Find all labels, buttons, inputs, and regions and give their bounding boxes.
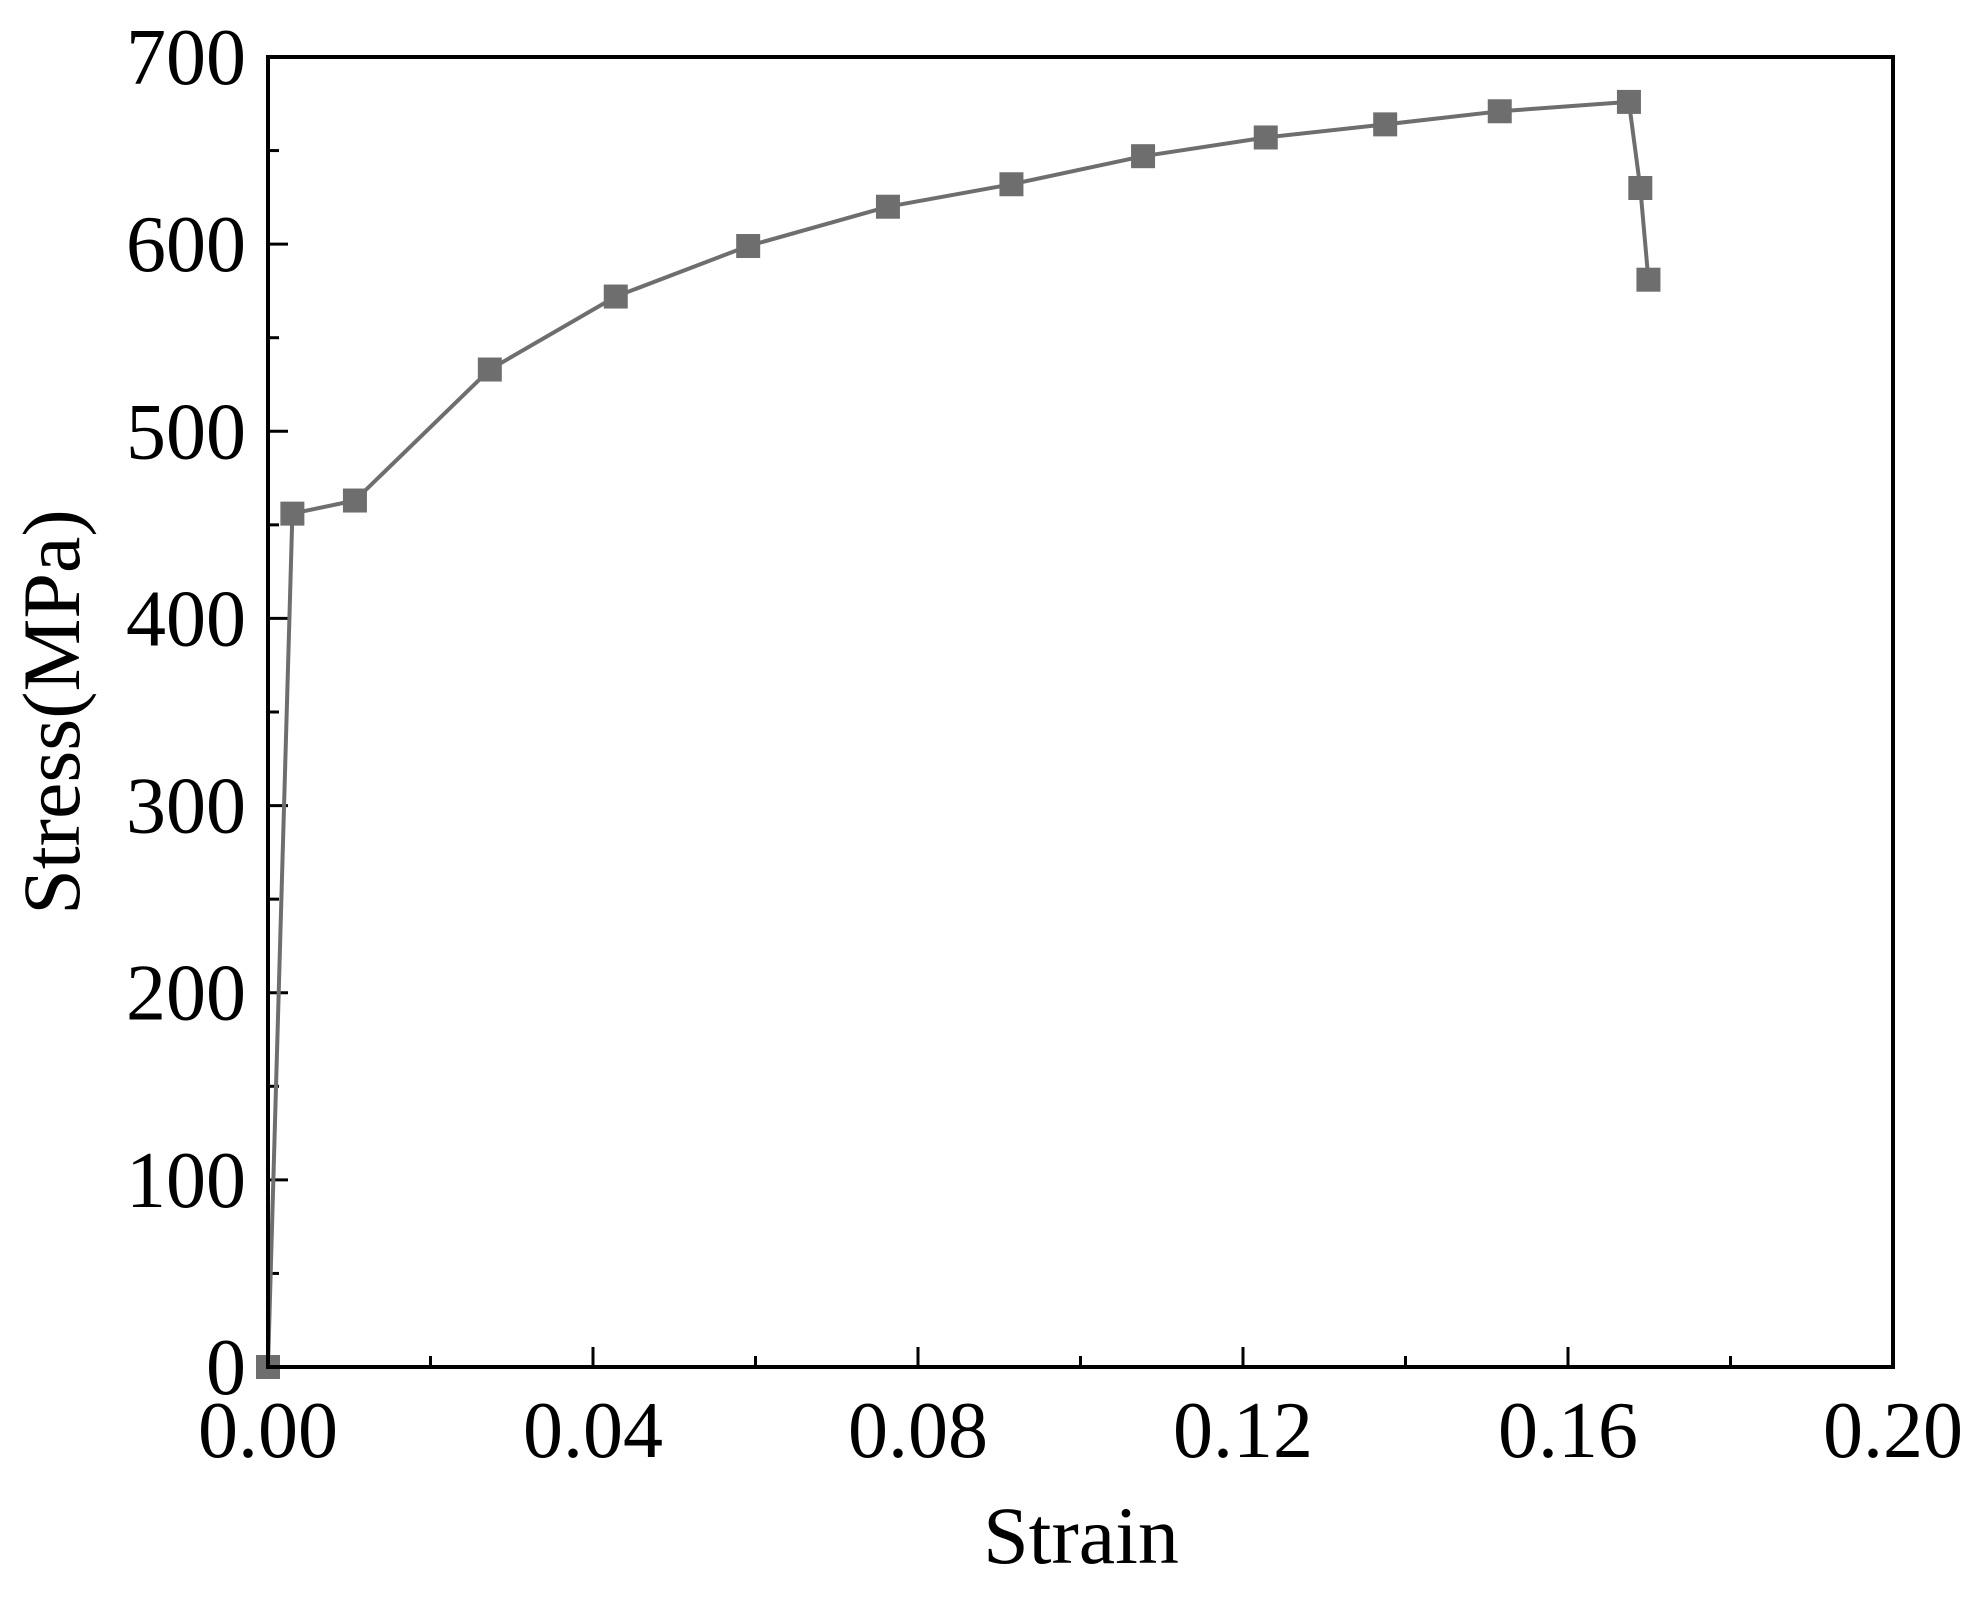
data-point-marker <box>342 488 367 513</box>
y-axis-label: Stress(MPa) <box>6 509 97 914</box>
x-tick-label: 0.08 <box>848 1387 988 1475</box>
axis-tick-labels: 0.00 0.04 0.08 0.12 0.16 0.20 0 100 200 300 400 500… <box>126 14 1963 1475</box>
x-tick-label: 0.12 <box>1173 1387 1313 1475</box>
x-tick-label: 0.00 <box>198 1387 338 1475</box>
data-point-marker <box>999 172 1024 197</box>
data-series <box>256 89 1661 1379</box>
data-point-marker <box>1628 176 1653 200</box>
data-point-marker <box>477 357 502 382</box>
y-tick-label: 0 <box>206 1324 246 1412</box>
series-line <box>266 99 1651 1368</box>
y-tick-label: 500 <box>126 388 246 476</box>
data-point-marker <box>1373 112 1398 137</box>
x-tick-label: 0.16 <box>1498 1387 1638 1475</box>
y-tick-label: 600 <box>126 201 246 289</box>
y-tick-label: 200 <box>126 950 246 1038</box>
y-tick-label: 700 <box>126 14 246 102</box>
data-point-marker <box>1616 89 1641 114</box>
y-tick-label: 400 <box>126 575 246 663</box>
data-point-marker <box>603 284 628 309</box>
data-point-marker <box>1487 99 1512 124</box>
data-point-marker <box>280 501 305 526</box>
data-point-marker <box>1636 267 1661 292</box>
plot-area-frame <box>266 55 1895 1369</box>
x-axis-label: Strain <box>983 1490 1179 1581</box>
data-point-marker <box>875 194 900 219</box>
x-tick-label: 0.20 <box>1823 1387 1963 1475</box>
axis-ticks <box>266 55 1895 1369</box>
y-tick-label: 100 <box>126 1137 246 1225</box>
y-tick-label: 300 <box>126 763 246 851</box>
data-point-marker <box>1253 125 1278 150</box>
x-tick-label: 0.04 <box>523 1387 663 1475</box>
data-point-marker <box>1131 144 1156 169</box>
data-point-marker <box>736 234 761 259</box>
